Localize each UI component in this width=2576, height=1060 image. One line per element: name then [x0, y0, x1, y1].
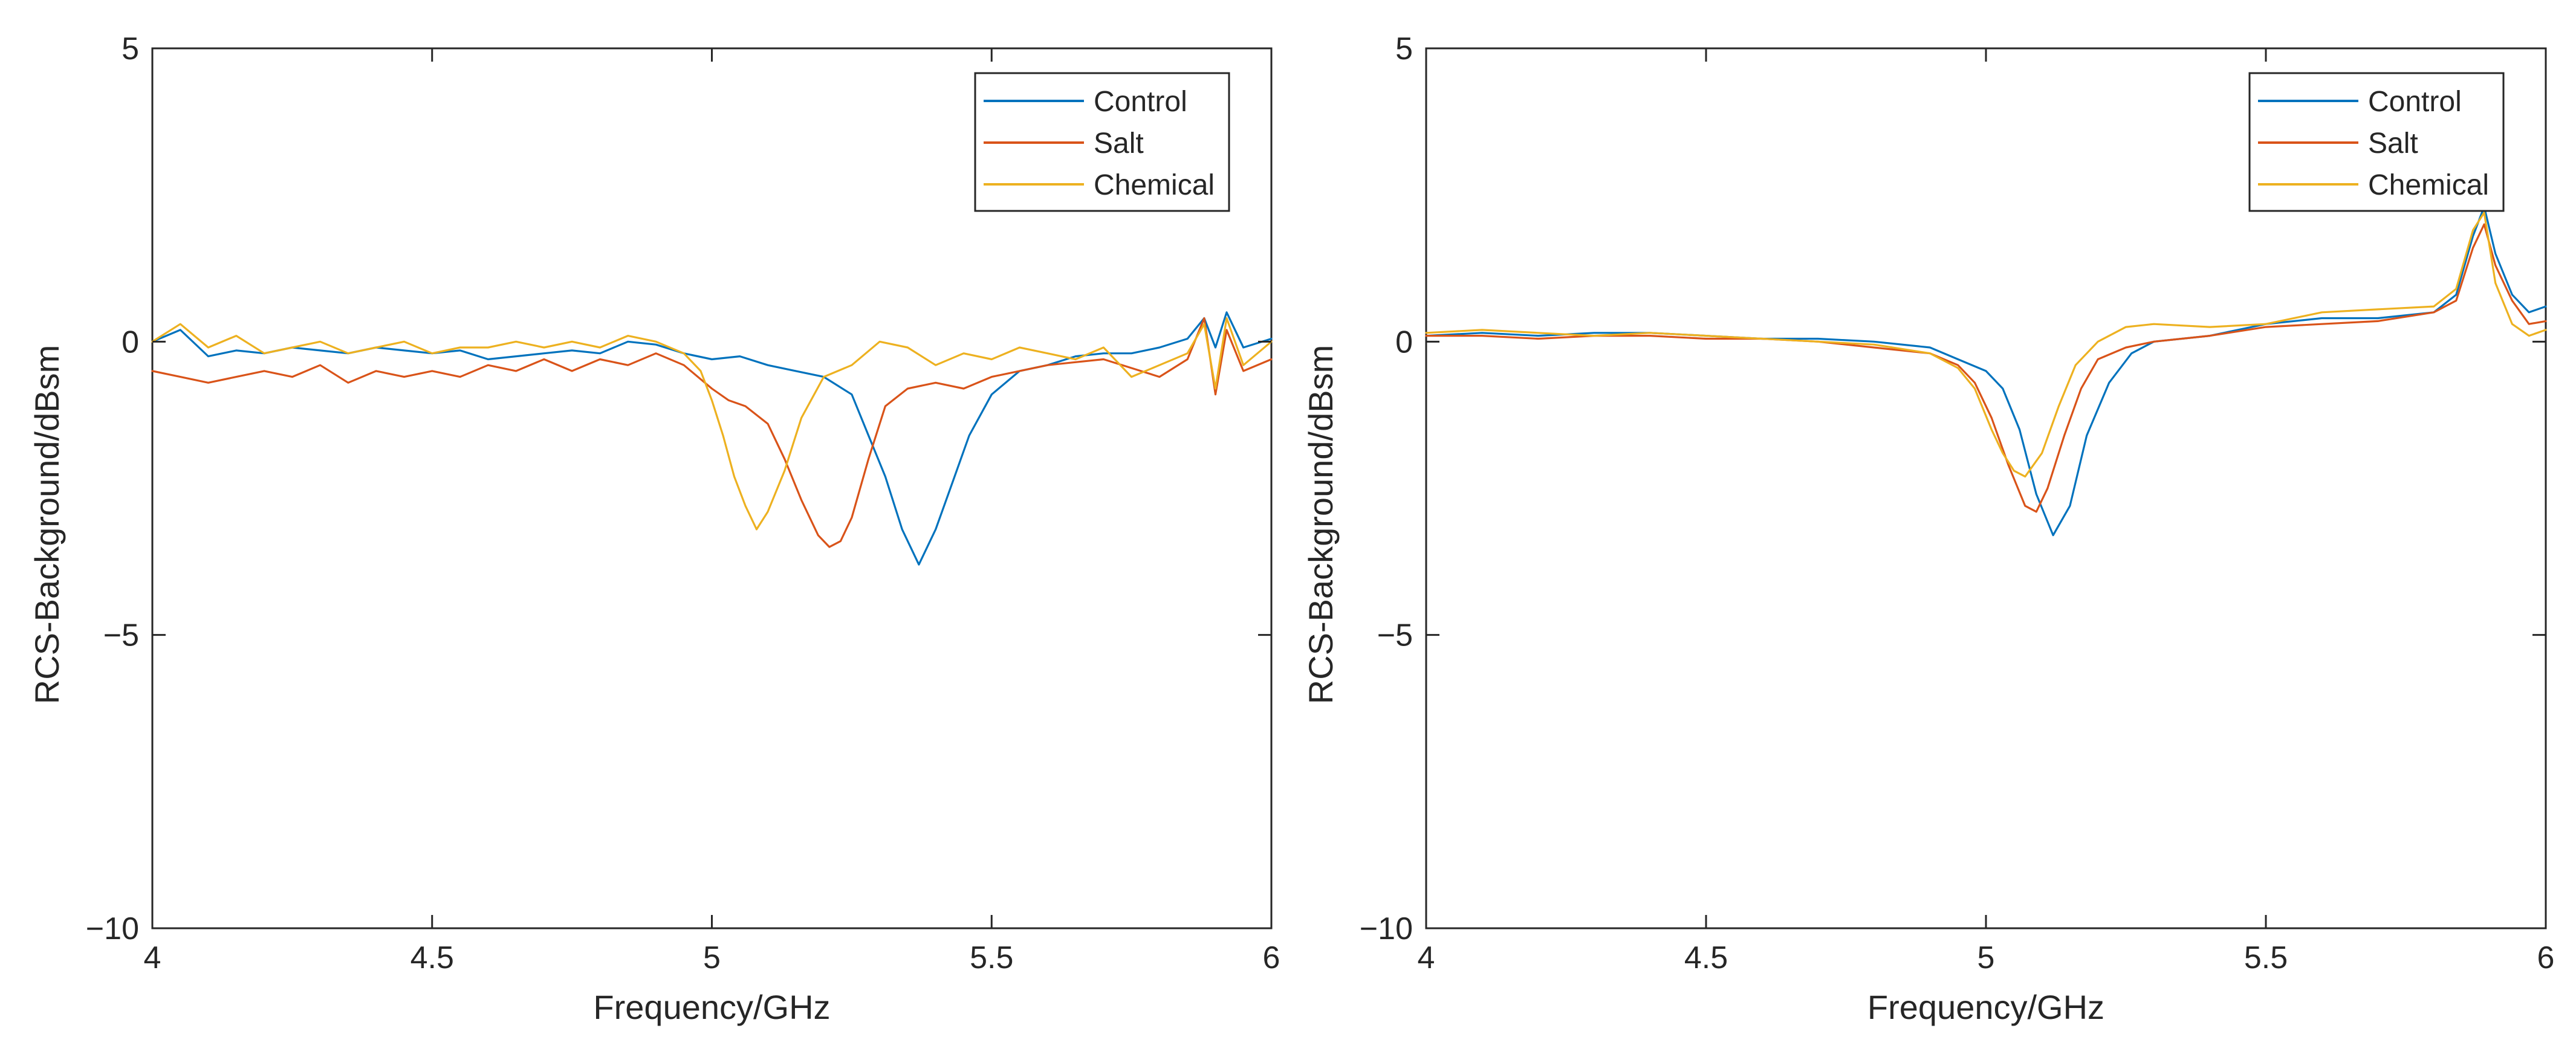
legend-label-chemical: Chemical: [2368, 169, 2489, 201]
x-tick-label: 6: [1263, 940, 1280, 975]
x-axis-label: Frequency/GHz: [593, 988, 830, 1026]
y-tick-label: 5: [1395, 31, 1413, 66]
y-tick-label: 0: [1395, 325, 1413, 360]
y-axis-label: RCS-Background/dBsm: [28, 345, 66, 704]
x-tick-label: 5: [1977, 940, 1995, 975]
legend-label-control: Control: [1094, 86, 1187, 118]
legend: Control Salt Chemical: [2248, 72, 2505, 212]
x-tick-label: 4.5: [410, 940, 454, 975]
series-line-salt: [151, 317, 1273, 548]
y-tick-label: 0: [122, 325, 139, 360]
y-tick-label: −5: [1377, 618, 1413, 653]
series-line-chemical: [151, 317, 1273, 531]
series-group: [1425, 205, 2547, 537]
x-tick-label: 4: [1418, 940, 1435, 975]
y-tick-label: −10: [1360, 911, 1413, 946]
series-line-chemical: [1425, 212, 2547, 478]
series-line-salt: [1425, 223, 2547, 513]
y-tick-label: −10: [86, 911, 139, 946]
x-axis-label: Frequency/GHz: [1867, 988, 2104, 1026]
x-tick-label: 4.5: [1684, 940, 1728, 975]
y-axis-label: RCS-Background/dBsm: [1302, 345, 1340, 704]
x-tick-label: 6: [2537, 940, 2555, 975]
legend-label-salt: Salt: [1094, 128, 1144, 160]
left-chart-panel: 4 4.5 5 5.5 6 −10 −5 0 5 Frequency/GHz RCS-Backgro…: [28, 31, 1280, 1026]
right-chart-panel: 4 4.5 5 5.5 6 −10 −5 0 5 Frequency/GHz RCS-Backgro…: [1302, 31, 2554, 1026]
x-tick-label: 5.5: [2244, 940, 2288, 975]
series-group: [151, 311, 1273, 566]
legend-label-chemical: Chemical: [1094, 169, 1215, 201]
x-tick-label: 5: [703, 940, 721, 975]
x-tick-label: 4: [144, 940, 161, 975]
y-tick-label: 5: [122, 31, 139, 66]
legend: Control Salt Chemical: [974, 72, 1230, 212]
y-tick-label: −5: [103, 618, 139, 653]
x-tick-label: 5.5: [970, 940, 1013, 975]
legend-label-control: Control: [2368, 86, 2462, 118]
legend-label-salt: Salt: [2368, 128, 2418, 160]
